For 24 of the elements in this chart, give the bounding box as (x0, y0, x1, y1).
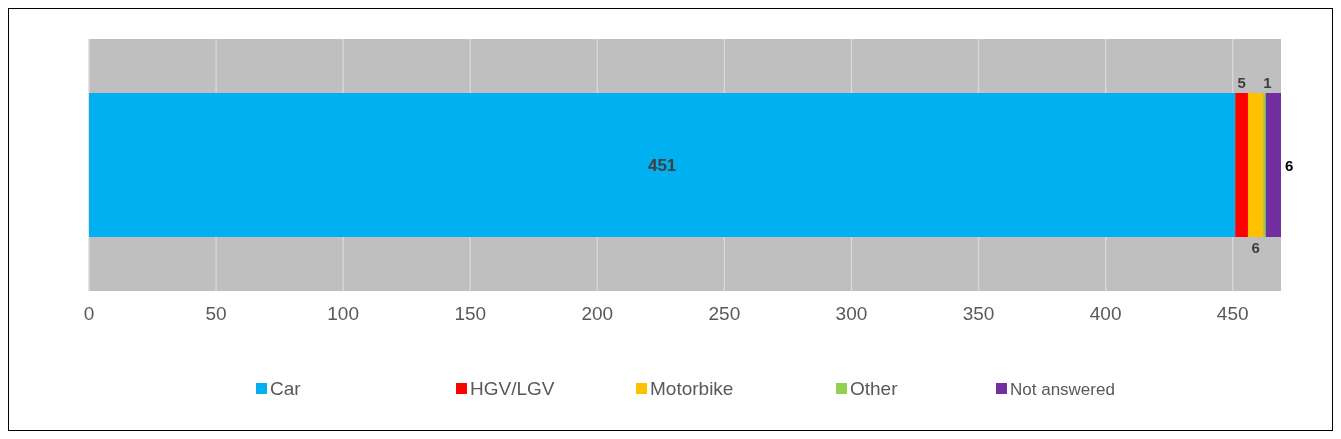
bar (1235, 93, 1248, 237)
data-label: 6 (1251, 239, 1260, 256)
x-tick-label: 350 (962, 303, 995, 324)
x-tick-label: 250 (708, 303, 741, 324)
x-tick-label: 400 (1089, 303, 1122, 324)
x-tick-label: 0 (83, 303, 95, 324)
legend-label: Other (850, 378, 899, 399)
x-tick-label: 200 (581, 303, 614, 324)
x-tick-label: 150 (454, 303, 487, 324)
legend-label: Car (270, 378, 302, 399)
legend-label: Motorbike (650, 378, 734, 399)
x-tick-label: 300 (835, 303, 868, 324)
legend-label: Not answered (1010, 380, 1115, 399)
x-tick-label: 100 (327, 303, 360, 324)
x-tick-label: 450 (1216, 303, 1249, 324)
bar (1263, 93, 1266, 237)
bar (1247, 93, 1264, 237)
x-tick-label: 50 (205, 303, 227, 324)
data-label: 5 (1237, 74, 1246, 91)
data-label: 6 (1285, 157, 1294, 174)
bar (1265, 93, 1281, 237)
data-label: 1 (1263, 74, 1272, 91)
data-label: 451 (647, 156, 677, 175)
legend-label: HGV/LGV (470, 378, 555, 399)
